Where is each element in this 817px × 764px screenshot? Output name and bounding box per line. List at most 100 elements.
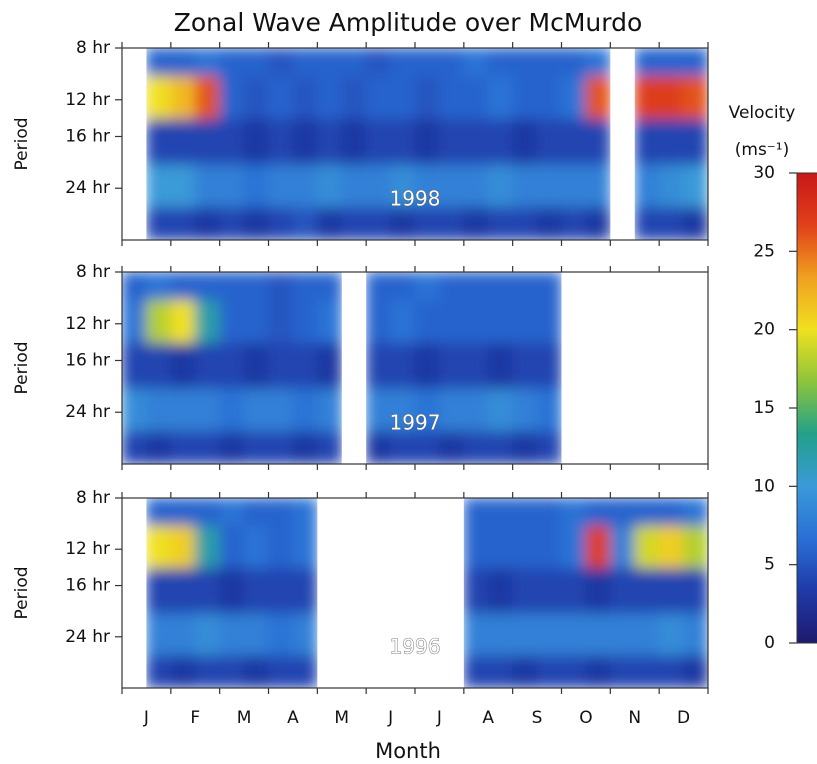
x-tick-label: M	[237, 708, 252, 728]
heatmap-cell	[341, 48, 367, 77]
heatmap-cell	[292, 498, 318, 527]
heatmap-cell	[487, 48, 514, 77]
heatmap-cell	[316, 431, 343, 464]
heatmap-cell	[438, 164, 465, 209]
heatmap-cell	[268, 525, 294, 570]
heatmap-cell	[219, 164, 245, 209]
x-tick-label: N	[628, 708, 641, 728]
heatmap-cell	[219, 207, 245, 240]
heatmap-cell	[341, 75, 367, 120]
x-tick-label: S	[532, 708, 543, 728]
heatmap-cell	[365, 75, 392, 120]
no-data	[561, 272, 586, 464]
y-tick-label: 16 hr	[65, 126, 110, 146]
heatmap-cell	[487, 118, 514, 166]
heatmap-cell	[390, 388, 416, 433]
heatmap-cell	[609, 568, 636, 615]
heatmap-cell	[365, 388, 392, 433]
heatmap-cell	[585, 48, 611, 77]
heatmap-cell	[170, 118, 196, 166]
heatmap-cell	[365, 207, 392, 240]
heatmap-cell	[438, 388, 465, 433]
heatmap-cell	[561, 118, 587, 166]
heatmap-cell	[585, 568, 611, 615]
heatmap-cell	[194, 272, 221, 301]
heatmap-cell	[512, 431, 538, 464]
heatmap-cell	[268, 48, 294, 77]
no-data	[366, 498, 391, 688]
no-data	[439, 498, 464, 688]
year-label: 1998	[390, 187, 441, 211]
heatmap-cell	[268, 431, 294, 464]
heatmap-cell	[292, 75, 318, 120]
heatmap-cell	[561, 568, 587, 615]
heatmap-cell	[170, 272, 196, 301]
heatmap-cell	[243, 431, 269, 464]
heatmap-cell	[292, 207, 318, 240]
y-axis-label: Period	[12, 117, 32, 170]
x-tick-label: M	[334, 708, 349, 728]
heatmap-cell	[512, 388, 538, 433]
heatmap-cell	[219, 342, 245, 390]
heatmap-cell	[683, 164, 708, 209]
heatmap-cell	[292, 164, 318, 209]
x-tick-label: J	[387, 708, 393, 728]
heatmap-cell	[292, 48, 318, 77]
no-data	[415, 498, 440, 688]
y-tick-label: 16 hr	[65, 350, 110, 370]
x-tick-label: A	[482, 708, 494, 728]
no-data	[341, 272, 367, 464]
heatmap-cell	[219, 655, 245, 688]
heatmap-cell	[268, 164, 294, 209]
heatmap-cell	[463, 525, 489, 570]
heatmap-cells	[122, 272, 562, 464]
heatmap-cell	[316, 164, 343, 209]
heatmap-cell	[414, 431, 440, 464]
x-tick-label: O	[579, 708, 592, 728]
heatmap-cell	[683, 498, 708, 527]
heatmap-cell	[585, 613, 611, 657]
heatmap-cell	[512, 164, 538, 209]
heatmap-cell	[487, 164, 514, 209]
heatmap-cell	[219, 48, 245, 77]
heatmap-cell	[145, 75, 172, 120]
colorbar	[796, 172, 817, 644]
heatmap-cell	[536, 164, 562, 209]
heatmap-cell	[365, 48, 392, 77]
heatmap-cell	[194, 388, 221, 433]
heatmap-cell	[194, 431, 221, 464]
heatmap-cell	[194, 498, 221, 527]
heatmap-cell	[390, 207, 416, 240]
heatmap-cell	[122, 299, 147, 344]
heatmap-cell	[561, 525, 587, 570]
heatmap-cell	[316, 299, 343, 344]
colorbar-unit: (ms⁻¹)	[735, 140, 789, 160]
heatmap-cell	[316, 48, 343, 77]
heatmap-cell	[463, 272, 489, 301]
heatmap-cell	[219, 525, 245, 570]
heatmap-cell	[316, 342, 343, 390]
heatmap-cell	[122, 388, 147, 433]
heatmap	[122, 498, 708, 688]
y-tick-label: 8 hr	[76, 488, 110, 508]
heatmap-cell	[463, 568, 489, 615]
heatmap-cells	[145, 498, 708, 688]
heatmap-cell	[268, 299, 294, 344]
heatmap-cell	[243, 299, 269, 344]
y-tick-label: 16 hr	[65, 576, 110, 596]
heatmap-cell	[414, 299, 440, 344]
heatmap-cell	[194, 207, 221, 240]
heatmap-cell	[609, 525, 636, 570]
no-data	[683, 272, 708, 464]
heatmap-cell	[243, 164, 269, 209]
heatmap-cell	[561, 48, 587, 77]
heatmap-cell	[219, 272, 245, 301]
heatmap-cell	[292, 272, 318, 301]
heatmap-cell	[487, 498, 514, 527]
heatmap-cell	[170, 498, 196, 527]
heatmap-cell	[634, 613, 660, 657]
y-tick-label: 24 hr	[65, 627, 110, 647]
heatmap-cell	[634, 48, 660, 77]
heatmap-cell	[170, 48, 196, 77]
heatmap-cell	[390, 342, 416, 390]
